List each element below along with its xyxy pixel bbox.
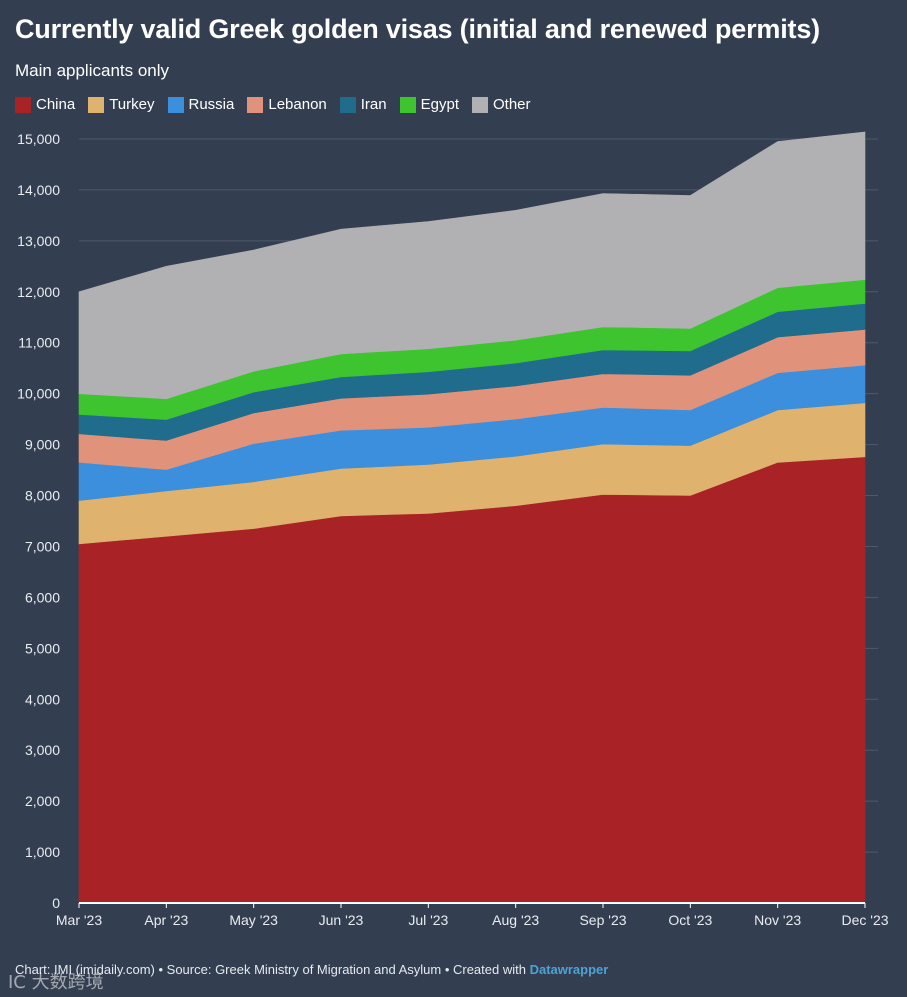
legend-swatch xyxy=(88,96,105,113)
legend-swatch xyxy=(247,96,264,113)
y-tick-label: 13,000 xyxy=(17,233,60,249)
y-tick-label: 3,000 xyxy=(25,742,60,758)
y-tick-label: 2,000 xyxy=(25,793,60,809)
x-tick-label: Jul '23 xyxy=(408,912,448,928)
legend-label: Egypt xyxy=(420,96,459,113)
y-tick-label: 6,000 xyxy=(25,589,60,605)
x-tick-label: Apr '23 xyxy=(144,912,188,928)
legend-swatch xyxy=(167,96,184,113)
x-tick-label: Nov '23 xyxy=(754,912,801,928)
chart-subtitle: Main applicants only xyxy=(15,61,170,80)
y-tick-label: 12,000 xyxy=(17,284,60,300)
legend-item-iran: Iran xyxy=(339,96,387,113)
footer-source: Chart: IMI (imidaily.com) • Source: Gree… xyxy=(15,962,530,977)
y-tick-label: 9,000 xyxy=(25,437,60,453)
y-tick-label: 0 xyxy=(52,895,60,911)
x-tick-label: Dec '23 xyxy=(841,912,888,928)
legend-label: Iran xyxy=(360,96,387,113)
legend-item-egypt: Egypt xyxy=(399,96,459,113)
chart-footer: Chart: IMI (imidaily.com) • Source: Gree… xyxy=(15,962,608,977)
y-tick-label: 11,000 xyxy=(18,335,60,351)
y-tick-label: 4,000 xyxy=(25,691,60,707)
y-tick-label: 14,000 xyxy=(17,182,60,198)
x-tick-label: Sep '23 xyxy=(579,912,626,928)
x-tick-label: Mar '23 xyxy=(56,912,102,928)
legend-label: Lebanon xyxy=(268,96,327,113)
legend-swatch xyxy=(15,96,31,113)
legend-label: China xyxy=(36,96,76,113)
legend-label: Other xyxy=(492,96,531,113)
x-tick-label: Aug '23 xyxy=(492,912,539,928)
y-tick-label: 10,000 xyxy=(17,386,60,402)
legend-label: Russia xyxy=(188,96,235,113)
chart-title: Currently valid Greek golden visas (init… xyxy=(15,14,820,44)
x-tick-label: Oct '23 xyxy=(668,912,712,928)
watermark: IC 大数跨境 xyxy=(8,972,104,993)
legend-item-turkey: Turkey xyxy=(88,96,155,113)
y-tick-label: 8,000 xyxy=(25,488,60,504)
x-tick-label: Jun '23 xyxy=(319,912,364,928)
legend-swatch xyxy=(339,96,356,113)
y-tick-label: 15,000 xyxy=(17,131,60,147)
area-other xyxy=(78,131,866,400)
x-tick-label: May '23 xyxy=(229,912,278,928)
x-axis: Mar '23 Apr '23 May '23 Jun '23 Jul '23 Aug '… xyxy=(56,902,889,928)
y-axis-ticks: 0 1,000 2,000 3,000 4,000 5,000 6,000 7,000 8,00… xyxy=(17,131,60,911)
legend-swatch xyxy=(399,96,416,113)
datawrapper-link[interactable]: Datawrapper xyxy=(529,962,609,977)
legend-swatch xyxy=(471,96,488,113)
y-tick-label: 1,000 xyxy=(25,844,60,860)
y-tick-label: 7,000 xyxy=(25,538,60,554)
legend-label: Turkey xyxy=(109,96,155,113)
legend-item-china: China xyxy=(15,96,75,113)
legend-item-russia: Russia xyxy=(167,96,235,113)
legend-item-other: Other xyxy=(471,96,531,113)
legend-item-lebanon: Lebanon xyxy=(247,96,327,113)
legend: China Turkey Russia Lebanon Iran Egypt Other xyxy=(15,96,544,113)
y-tick-label: 5,000 xyxy=(25,640,60,656)
area-series xyxy=(78,131,866,904)
